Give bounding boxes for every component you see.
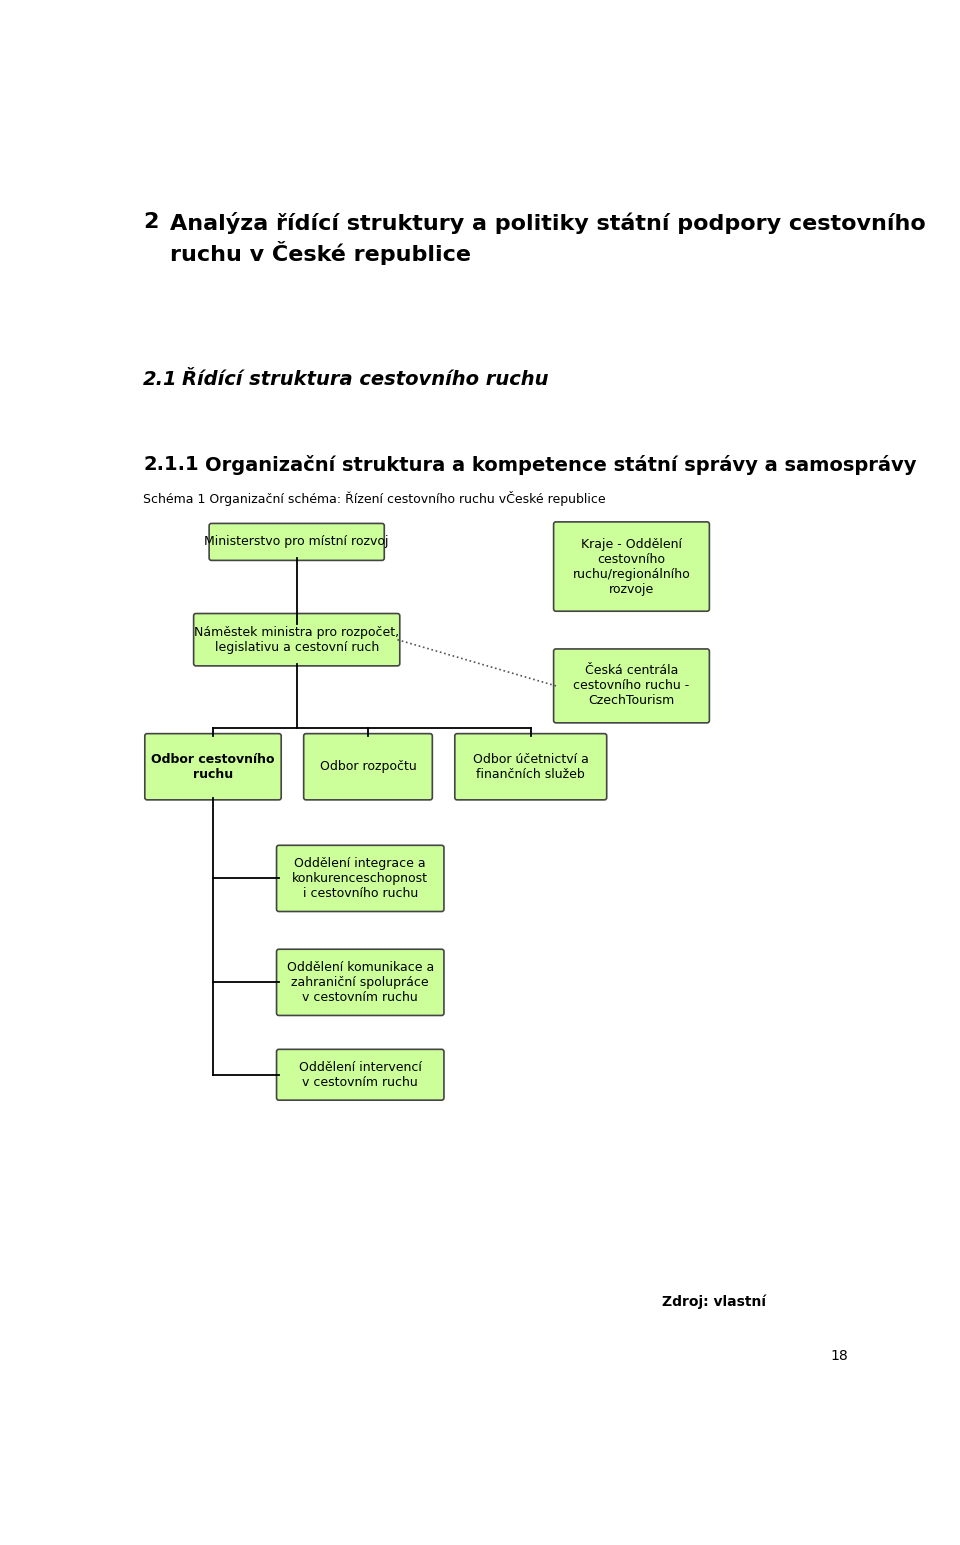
Text: Schéma 1 Organizační schéma: Řízení cestovního ruchu vČeské republice: Schéma 1 Organizační schéma: Řízení cest… — [143, 491, 606, 507]
Text: 18: 18 — [830, 1349, 849, 1363]
Text: Česká centrála
cestovního ruchu -
CzechTourism: Česká centrála cestovního ruchu - CzechT… — [573, 664, 689, 708]
Text: 2.1: 2.1 — [143, 371, 178, 389]
FancyBboxPatch shape — [276, 949, 444, 1015]
Text: Organizační struktura a kompetence státní správy a samosprávy: Organizační struktura a kompetence státn… — [205, 454, 917, 474]
Text: ruchu v České republice: ruchu v České republice — [170, 241, 471, 264]
FancyBboxPatch shape — [209, 524, 384, 561]
Text: Odbor rozpočtu: Odbor rozpočtu — [320, 760, 417, 772]
Text: Odbor účetnictví a
finančních služeb: Odbor účetnictví a finančních služeb — [473, 752, 588, 780]
FancyBboxPatch shape — [276, 1049, 444, 1100]
Text: Oddělení integrace a
konkurenceschopnost
i cestovního ruchu: Oddělení integrace a konkurenceschopnost… — [292, 857, 428, 899]
FancyBboxPatch shape — [455, 734, 607, 800]
Text: 2: 2 — [143, 212, 158, 232]
FancyBboxPatch shape — [194, 613, 399, 666]
FancyBboxPatch shape — [145, 734, 281, 800]
Text: Náměstek ministra pro rozpočet,
legislativu a cestovní ruch: Náměstek ministra pro rozpočet, legislat… — [194, 626, 399, 654]
Text: Odbor cestovního
ruchu: Odbor cestovního ruchu — [152, 752, 275, 780]
Text: Oddělení komunikace a
zahraniční spolupráce
v cestovním ruchu: Oddělení komunikace a zahraniční spolupr… — [287, 961, 434, 1004]
Text: Zdroj: vlastní: Zdroj: vlastní — [662, 1295, 766, 1309]
Text: 2.1.1: 2.1.1 — [143, 454, 199, 474]
FancyBboxPatch shape — [554, 649, 709, 723]
Text: Oddělení intervencí
v cestovním ruchu: Oddělení intervencí v cestovním ruchu — [299, 1061, 421, 1089]
Text: Ministerstvo pro místní rozvoj: Ministerstvo pro místní rozvoj — [204, 536, 389, 548]
Text: Kraje - Oddělení
cestovního
ruchu/regionálního
rozvoje: Kraje - Oddělení cestovního ruchu/region… — [572, 538, 690, 595]
FancyBboxPatch shape — [276, 845, 444, 912]
FancyBboxPatch shape — [554, 522, 709, 612]
Text: Řídící struktura cestovního ruchu: Řídící struktura cestovního ruchu — [182, 371, 548, 389]
Text: Analýza řídící struktury a politiky státní podpory cestovního: Analýza řídící struktury a politiky stát… — [170, 212, 926, 235]
FancyBboxPatch shape — [303, 734, 432, 800]
